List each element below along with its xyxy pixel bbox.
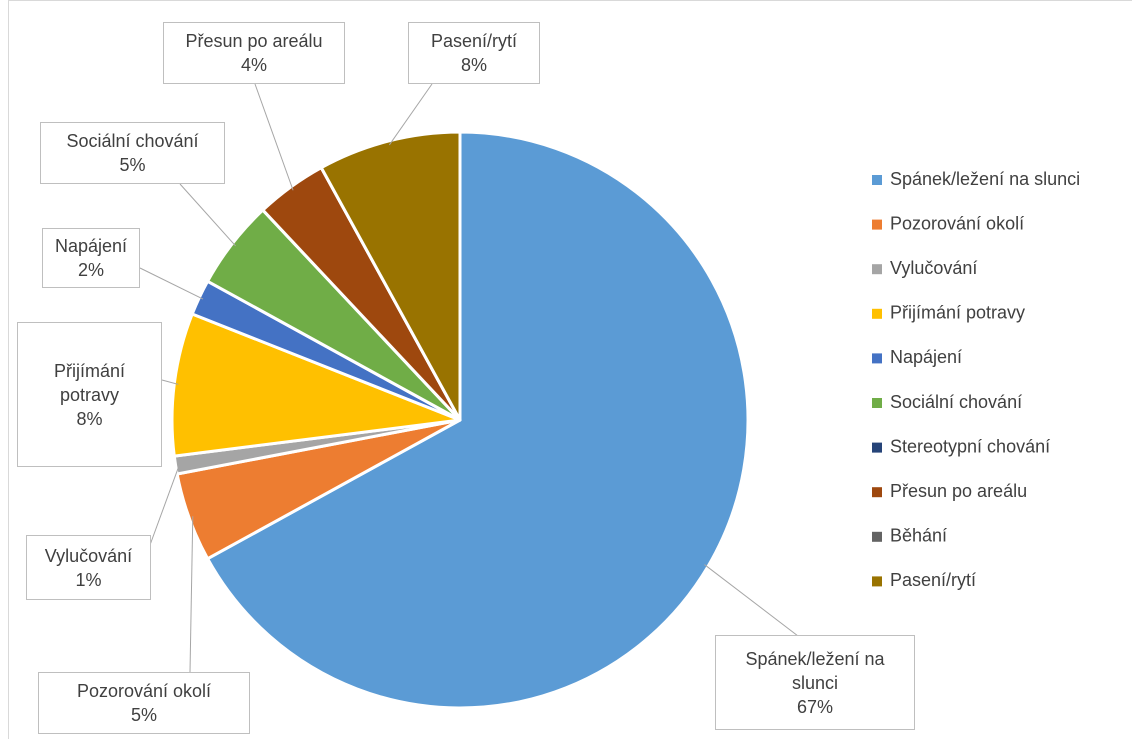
legend-swatch xyxy=(872,353,882,364)
legend-swatch xyxy=(872,487,882,498)
legend-label: Přijímání potravy xyxy=(890,303,1025,323)
data-label: Pozorování okolí 5% xyxy=(38,672,250,734)
legend-label: Napájení xyxy=(890,347,962,367)
legend-swatch xyxy=(872,531,882,542)
legend-swatch xyxy=(872,175,882,185)
legend-swatch xyxy=(872,219,882,230)
legend-label: Stereotypní chování xyxy=(890,436,1050,456)
data-label-value: 67% xyxy=(796,696,834,717)
data-label-category: Přesun po areálu xyxy=(185,31,323,51)
legend-swatch xyxy=(872,264,882,275)
data-label-value: 5% xyxy=(119,155,146,175)
legend-label: Sociální chování xyxy=(890,392,1022,412)
leader-line xyxy=(704,564,799,637)
legend-swatch xyxy=(872,442,882,453)
data-label-category: Vylučování xyxy=(44,545,133,566)
data-label: Napájení 2% xyxy=(42,228,140,288)
leader-line xyxy=(388,83,433,146)
pie-slice xyxy=(170,312,462,458)
legend-swatch xyxy=(872,308,882,319)
data-label-category: Napájení xyxy=(54,236,128,256)
data-label-category: Pasení/rytí xyxy=(430,31,518,51)
leader-line xyxy=(179,183,236,247)
data-label-value: 8% xyxy=(76,408,103,429)
data-label: Přesun po areálu 4% xyxy=(163,22,345,84)
leader-line xyxy=(189,516,194,673)
data-label-category: Spánek/ležení na slunci xyxy=(745,648,885,693)
legend-label: Spánek/ležení na slunci xyxy=(890,169,1080,189)
leader-line xyxy=(139,267,204,300)
data-label-category: Přijímání potravy xyxy=(53,360,125,405)
data-label-category: Sociální chování xyxy=(66,131,199,151)
legend-label: Vylučování xyxy=(890,258,977,278)
data-label: Sociální chování 5% xyxy=(40,122,225,184)
data-label-category: Pozorování okolí xyxy=(76,681,212,701)
data-label: Spánek/ležení na slunci 67% xyxy=(715,635,915,730)
legend-swatch xyxy=(872,398,882,408)
legend-swatch xyxy=(872,576,882,587)
leader-line xyxy=(254,83,294,191)
data-label-value: 8% xyxy=(460,55,487,75)
legend-label: Přesun po areálu xyxy=(890,481,1027,501)
legend-label: Pasení/rytí xyxy=(890,570,976,590)
chart-border xyxy=(8,0,1132,739)
pie-slice xyxy=(319,130,462,422)
leader-line xyxy=(161,379,179,385)
data-label: Přijímání potravy 8% xyxy=(17,322,162,467)
data-label-value: 5% xyxy=(130,705,157,725)
leader-line xyxy=(149,464,180,546)
data-label-value: 2% xyxy=(77,260,104,280)
data-label-value: 4% xyxy=(240,55,267,75)
legend-label: Běhání xyxy=(890,526,947,546)
legend-label: Pozorování okolí xyxy=(890,213,1024,233)
data-label: Vylučování 1% xyxy=(26,535,151,600)
data-label-value: 1% xyxy=(75,569,102,590)
data-label: Pasení/rytí 8% xyxy=(408,22,540,84)
